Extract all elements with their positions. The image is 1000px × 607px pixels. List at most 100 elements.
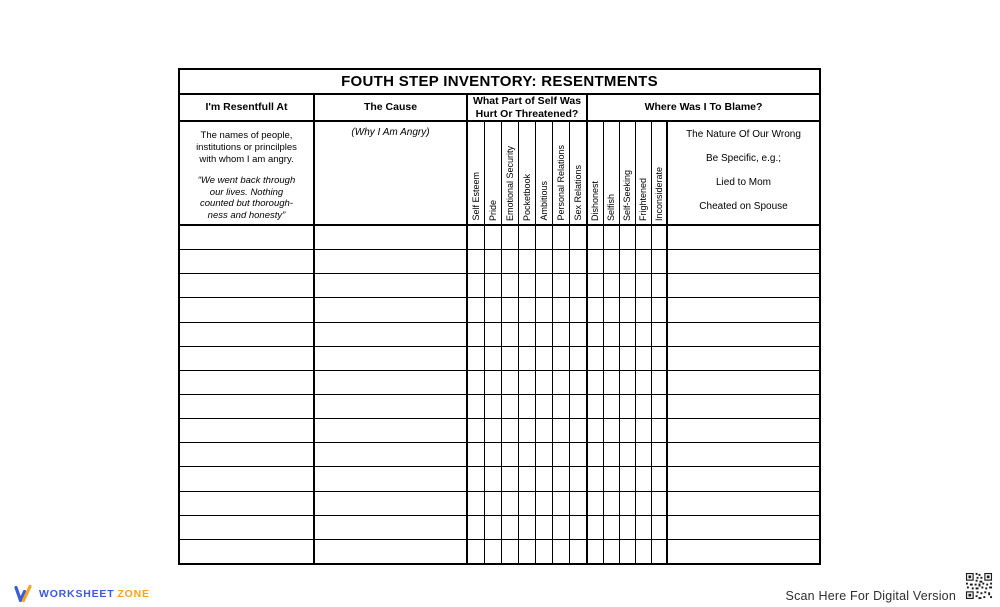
hurt-check-cell [519, 250, 536, 274]
resentful-at-cell [180, 226, 315, 250]
blame-check-cell [604, 274, 620, 298]
blame-check-cell [636, 226, 652, 250]
hurt-check-cell [553, 370, 570, 394]
hurt-check-cell [553, 226, 570, 250]
page-title: FOUTH STEP INVENTORY: RESENTMENTS [180, 70, 819, 95]
hurt-check-cell [502, 298, 519, 322]
cause-cell [315, 467, 468, 491]
blame-check-cell [588, 515, 604, 539]
blame-check-cell [652, 394, 668, 419]
blame-check-cell [620, 250, 636, 274]
blame-check-cell [636, 394, 652, 419]
hurt-check-cell [485, 515, 502, 539]
blame-check-cell [604, 226, 620, 250]
resentful-at-cell [180, 491, 315, 515]
hurt-check-cell [468, 491, 485, 515]
hurt-check-cell [502, 226, 519, 250]
hurt-check-cell [502, 346, 519, 370]
blame-check-cell [636, 491, 652, 515]
hurt-check-cell [570, 492, 586, 515]
column-headers: I'm Resentfull At The Cause What Part of… [180, 95, 819, 122]
hurt-check-cell [485, 370, 502, 394]
hurt-check-cell [468, 322, 485, 346]
qr-code [965, 572, 993, 600]
hurt-check-cell [536, 250, 553, 274]
hurt-check-cell [570, 323, 586, 346]
table-row [180, 467, 819, 492]
resentful-at-cell [180, 419, 315, 443]
table-row [180, 539, 819, 563]
blame-check-cell [636, 539, 652, 563]
blame-check-cell [620, 467, 636, 491]
resentful-at-cell [180, 250, 315, 274]
hurt-check-group [468, 346, 588, 370]
blame-check-cell [652, 539, 668, 563]
table-row [180, 394, 819, 420]
hurt-check-group [468, 515, 588, 539]
resentful-at-cell [180, 298, 315, 322]
hurt-check-cell [570, 250, 586, 273]
hurt-check-cell [519, 515, 536, 539]
blame-check-cell [604, 515, 620, 539]
blame-check-cell [652, 322, 668, 346]
nature-of-wrong-cell [668, 492, 819, 515]
resentful-at-cell [180, 443, 315, 467]
worksheetzone-logo: WORKSHEET ZONE [14, 584, 150, 603]
why-i-am-angry-note: (Why I Am Angry) [351, 127, 430, 138]
hurt-check-cell [570, 371, 586, 394]
hurt-check-cell [519, 443, 536, 467]
hurt-check-group [468, 443, 588, 467]
blame-check-cell [620, 394, 636, 419]
hurt-labels-group: Self Esteem Pride Emotional Security Poc… [468, 122, 588, 224]
hurt-check-cell [553, 491, 570, 515]
blame-check-cell [604, 370, 620, 394]
blame-check-cell [620, 491, 636, 515]
cause-cell [315, 515, 468, 539]
blame-check-group [588, 346, 819, 370]
blame-check-cell [604, 394, 620, 419]
hurt-check-cell [502, 394, 519, 419]
blame-check-cell [588, 394, 604, 419]
hurt-check-cell [519, 491, 536, 515]
blame-label-cell: Self-Seeking [620, 122, 636, 224]
blame-label-cell: Dishonest [588, 122, 604, 224]
hurt-check-cell [485, 322, 502, 346]
nature-of-wrong-cell [668, 323, 819, 346]
blame-check-group [588, 250, 819, 274]
cause-cell [315, 443, 468, 467]
blame-check-cell [652, 346, 668, 370]
blame-check-cell [636, 346, 652, 370]
blame-label-cell: Frightened [636, 122, 652, 224]
hurt-check-cell [536, 370, 553, 394]
hurt-check-cell [485, 394, 502, 419]
blame-check-cell [604, 298, 620, 322]
hurt-check-cell [570, 516, 586, 539]
table-row [180, 322, 819, 347]
nature-of-wrong-cell [668, 395, 819, 418]
hurt-check-group [468, 394, 588, 419]
hurt-check-cell [485, 346, 502, 370]
nature-of-wrong-cell [668, 274, 819, 297]
hurt-check-group [468, 226, 588, 250]
hurt-check-cell [553, 419, 570, 443]
nature-of-wrong-note: The Nature Of Our Wrong Be Specific, e.g… [686, 129, 801, 212]
hurt-label-pride: Pride [487, 199, 498, 221]
hurt-label-cell: Personal Relations [553, 122, 570, 224]
table-row [180, 226, 819, 251]
cause-cell [315, 539, 468, 563]
resentful-at-cell [180, 346, 315, 370]
hurt-check-cell [570, 274, 586, 297]
blame-label-cell: Selfish [604, 122, 620, 224]
hurt-check-cell [536, 467, 553, 491]
cause-cell [315, 491, 468, 515]
blame-label-inconsiderate: Inconsiderate [653, 166, 664, 221]
blame-check-cell [588, 539, 604, 563]
nature-of-wrong-cell [668, 540, 819, 563]
header-resentful-at: I'm Resentfull At [180, 95, 315, 120]
hurt-check-cell [502, 274, 519, 298]
hurt-check-cell [570, 419, 586, 442]
hurt-check-cell [468, 274, 485, 298]
blame-check-cell [604, 467, 620, 491]
hurt-check-cell [570, 298, 586, 321]
hurt-check-cell [553, 539, 570, 563]
